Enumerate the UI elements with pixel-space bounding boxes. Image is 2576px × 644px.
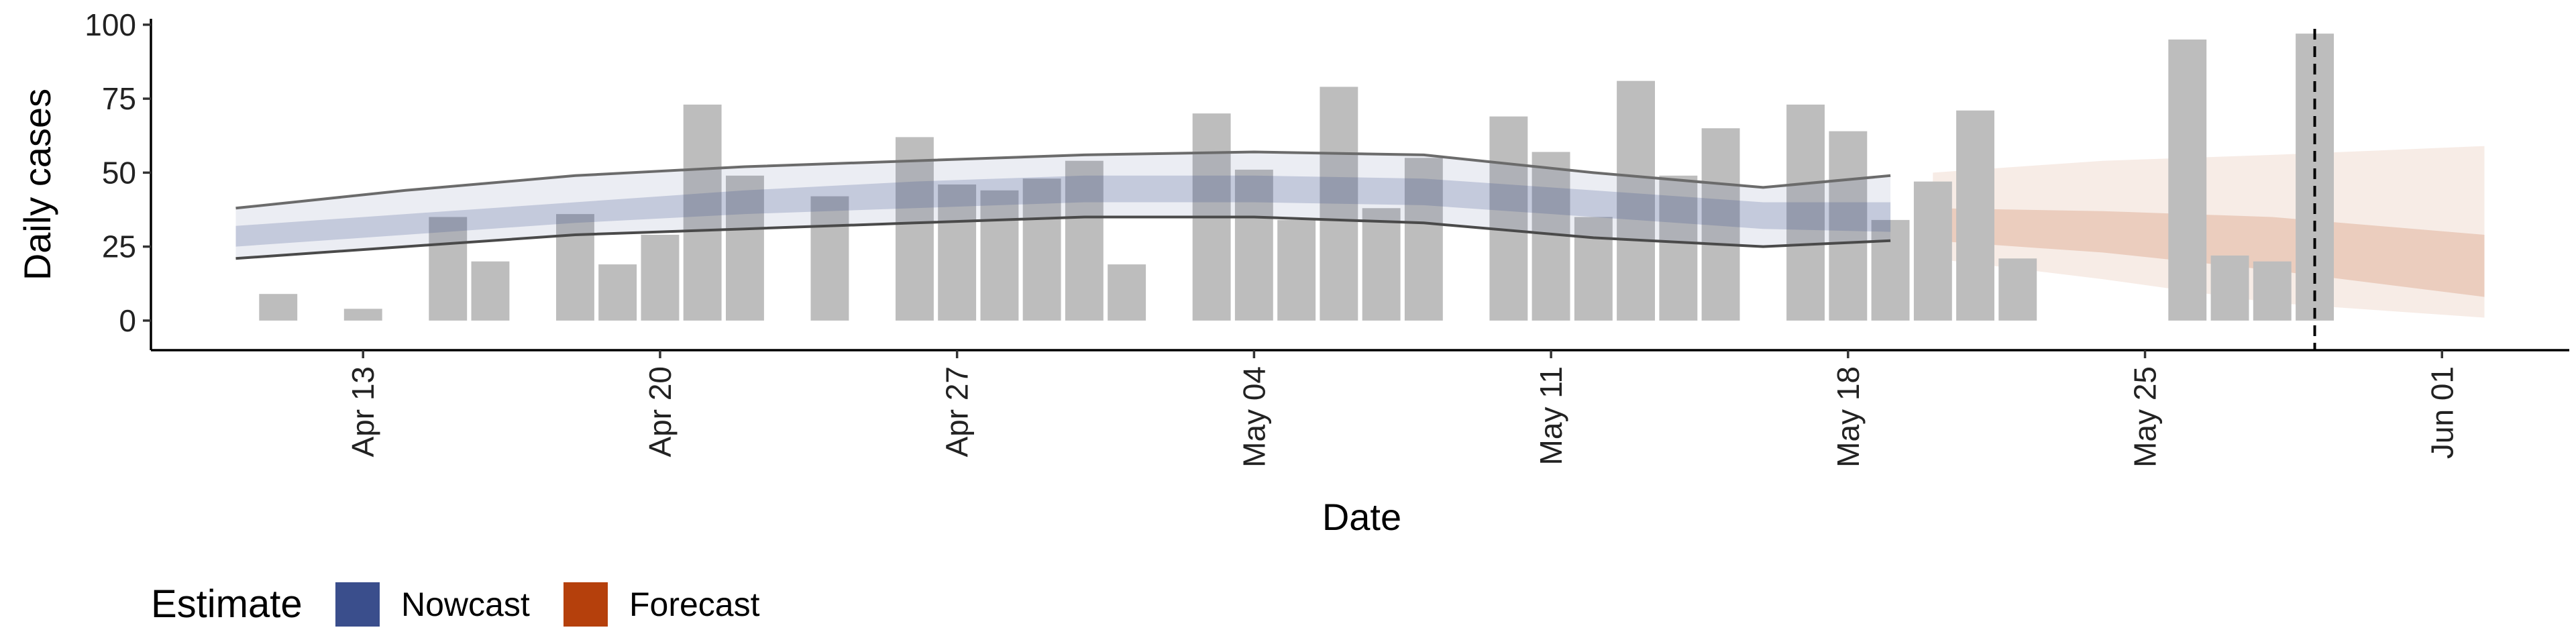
legend-swatch-forecast xyxy=(564,582,608,627)
legend-title: Estimate xyxy=(151,582,303,626)
axes-layer xyxy=(150,19,2569,352)
y-tick-label-0: 0 xyxy=(119,303,136,338)
legend-label-forecast: Forecast xyxy=(629,586,760,623)
nowcast-lower-line xyxy=(235,215,1891,260)
bar-2020-05-05 xyxy=(1277,219,1316,321)
nowcast-inner-band xyxy=(235,175,1891,247)
bar-2020-04-20 xyxy=(641,235,680,321)
y-tick-label-50: 50 xyxy=(102,155,136,190)
bar-2020-05-21 xyxy=(1956,110,1994,321)
x-tick-label-2020-05-11: May 11 xyxy=(1534,366,1568,465)
bar-2020-05-01 xyxy=(1108,264,1146,321)
bar-2020-04-15 xyxy=(429,217,468,321)
bar-2020-04-19 xyxy=(598,264,637,321)
bar-2020-04-16 xyxy=(471,261,510,321)
y-tick-label-75: 75 xyxy=(102,81,136,116)
bar-2020-04-26 xyxy=(896,137,934,321)
y-axis-title: Daily cases xyxy=(16,89,58,280)
bars-layer xyxy=(259,34,2334,321)
bar-2020-04-21 xyxy=(683,104,722,321)
bar-2020-04-27 xyxy=(938,184,977,321)
bar-2020-04-24 xyxy=(810,196,849,321)
y-tick-label-100: 100 xyxy=(85,7,136,42)
bar-2020-05-20 xyxy=(1913,181,1952,321)
bar-2020-05-26 xyxy=(2168,39,2207,321)
y-tick-label-25: 25 xyxy=(102,229,136,264)
forecast-inner-band xyxy=(1933,208,2485,297)
bar-2020-04-28 xyxy=(980,190,1019,321)
bar-2020-04-29 xyxy=(1022,178,1061,321)
bar-2020-04-11 xyxy=(259,294,298,321)
bar-2020-05-22 xyxy=(1998,258,2037,321)
x-tick-label-2020-04-20: Apr 20 xyxy=(643,366,678,458)
bound-lines-layer xyxy=(235,150,1891,260)
bar-2020-05-10 xyxy=(1489,116,1528,321)
bar-2020-05-19 xyxy=(1871,219,1910,321)
bar-2020-05-07 xyxy=(1362,208,1401,321)
bar-2020-05-04 xyxy=(1234,169,1273,321)
x-tick-label-2020-05-25: May 25 xyxy=(2128,366,2163,468)
bar-2020-05-08 xyxy=(1404,158,1443,321)
x-axis-title: Date xyxy=(1322,496,1401,538)
bar-2020-05-14 xyxy=(1659,175,1698,321)
bar-2020-05-18 xyxy=(1829,131,1868,321)
x-tick-label-2020-06-01: Jun 01 xyxy=(2424,366,2459,459)
bar-2020-05-15 xyxy=(1701,128,1740,321)
legend-swatch-nowcast xyxy=(335,582,380,627)
bar-2020-04-30 xyxy=(1065,160,1104,321)
bar-2020-05-06 xyxy=(1320,87,1358,321)
forecast-outer-band xyxy=(1933,146,2485,318)
bar-2020-04-22 xyxy=(726,175,764,321)
bar-2020-05-27 xyxy=(2210,255,2249,321)
y-ticks-layer: 0 25 50 75 100 xyxy=(85,7,151,338)
bar-2020-05-13 xyxy=(1617,80,1655,321)
x-tick-label-2020-04-27: Apr 27 xyxy=(940,366,975,458)
x-ticks-layer: Apr 13 Apr 20 Apr 27 May 04 May 11 May 18 May … xyxy=(345,350,2459,468)
forecast-bands-layer xyxy=(1933,146,2485,318)
bar-2020-05-28 xyxy=(2253,261,2292,321)
legend: Estimate Nowcast Forecast xyxy=(151,582,760,627)
x-tick-label-2020-05-18: May 18 xyxy=(1831,366,1866,468)
x-tick-label-2020-04-13: Apr 13 xyxy=(345,366,380,458)
bar-2020-05-17 xyxy=(1786,104,1825,321)
bar-2020-05-12 xyxy=(1574,217,1613,321)
nowcast-upper-line xyxy=(235,150,1891,210)
bar-2020-04-13 xyxy=(343,309,382,321)
x-tick-label-2020-05-04: May 04 xyxy=(1236,366,1271,468)
bar-2020-04-18 xyxy=(556,214,594,321)
legend-label-nowcast: Nowcast xyxy=(401,586,530,623)
